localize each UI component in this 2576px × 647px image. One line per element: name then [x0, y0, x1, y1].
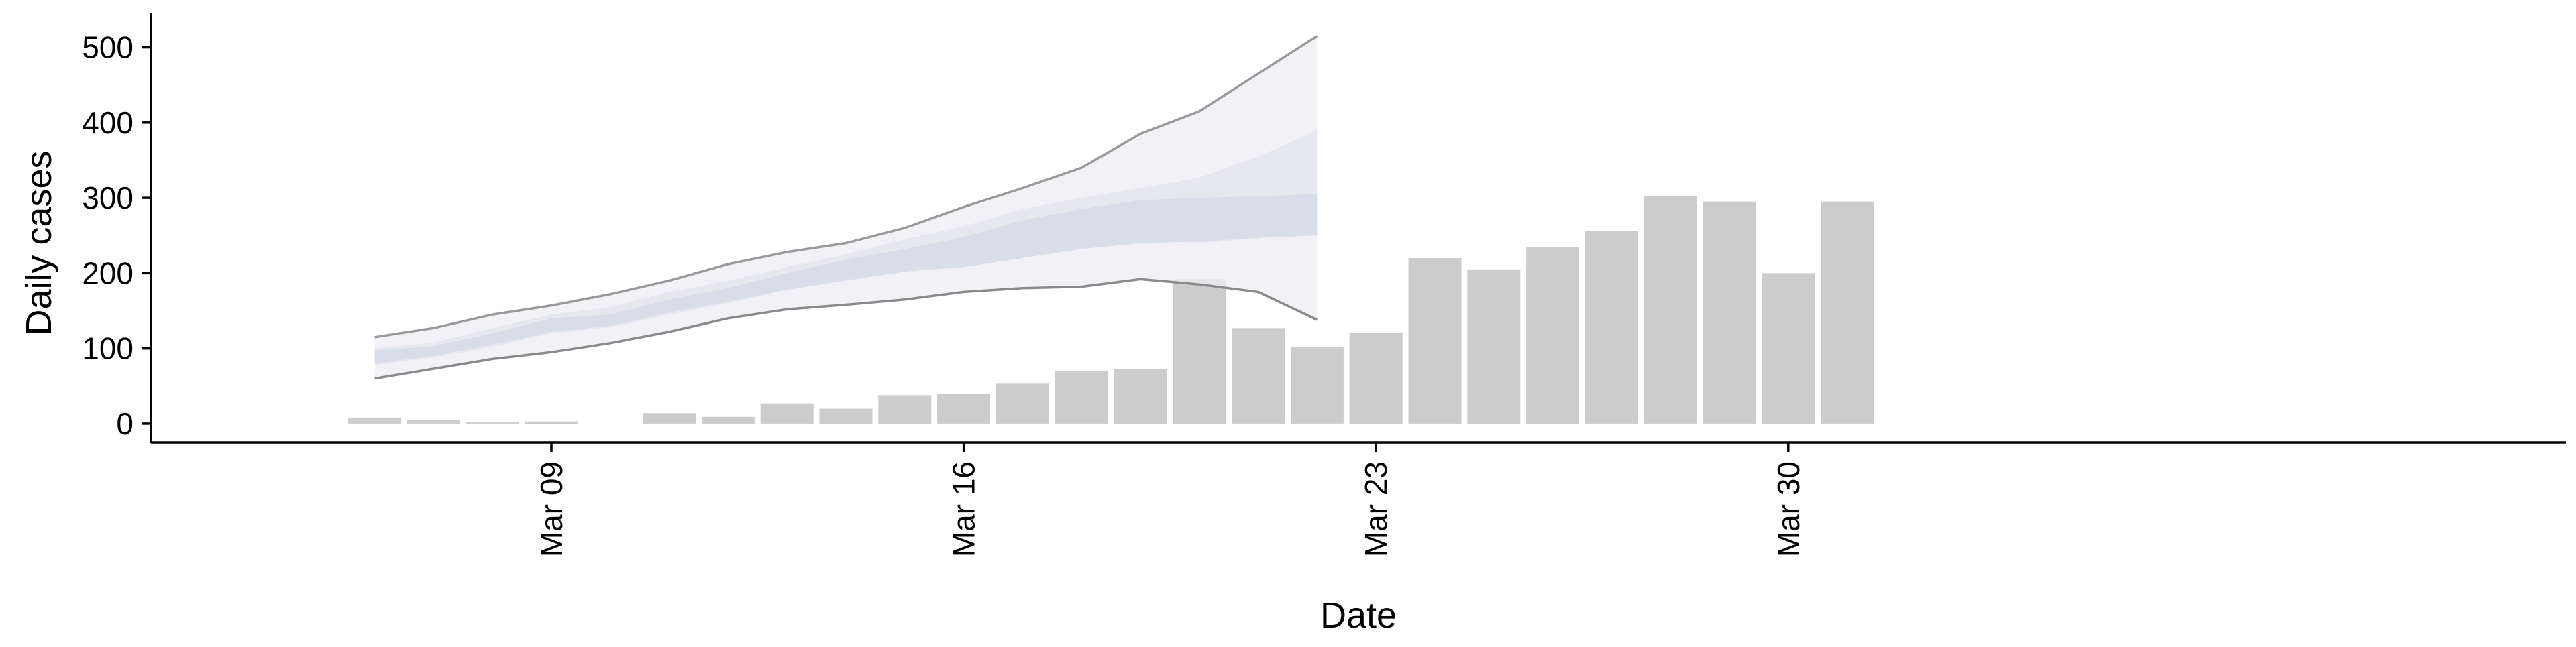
y-axis-title: Daily cases	[19, 150, 59, 335]
x-tick-label: Mar 16	[947, 461, 981, 557]
bar	[407, 420, 460, 424]
upper-bound-line	[374, 35, 1318, 339]
y-tick-label: 300	[82, 180, 133, 215]
bar	[878, 395, 932, 424]
bar	[1232, 328, 1285, 424]
bar	[996, 383, 1049, 424]
x-tick-label: Mar 23	[1358, 461, 1393, 557]
y-tick-label: 200	[82, 255, 133, 290]
bar	[1173, 279, 1226, 424]
bar	[1821, 201, 1874, 424]
y-tick-label: 100	[82, 331, 133, 366]
bar	[819, 408, 873, 424]
lower-bound-line	[374, 278, 1318, 380]
bar	[1526, 247, 1580, 424]
bar	[1114, 369, 1167, 424]
bar	[1762, 273, 1815, 424]
axes: 0 100 200 300 400 500 Mar 09 Mar 16 Mar 23 Mar 30…	[19, 13, 2566, 636]
bar	[1585, 231, 1638, 424]
x-axis-title: Date	[1320, 595, 1397, 636]
bar-series	[348, 196, 1874, 424]
bar	[643, 413, 696, 424]
x-tick-label: Mar 09	[534, 461, 569, 557]
bar	[760, 403, 814, 424]
bar	[1290, 347, 1344, 424]
bar	[701, 416, 755, 424]
x-tick-label: Mar 30	[1771, 461, 1806, 557]
y-tick-label: 400	[82, 105, 133, 140]
bar	[937, 394, 991, 424]
bar	[1408, 257, 1462, 424]
y-tick-label: 0	[116, 406, 133, 441]
bar	[1644, 196, 1697, 424]
y-tick-label: 500	[82, 30, 133, 65]
bar	[525, 421, 578, 424]
bar	[466, 422, 519, 424]
bar	[1467, 269, 1521, 424]
bar	[1349, 333, 1403, 424]
bar	[1055, 371, 1108, 424]
bar	[1703, 201, 1756, 424]
projection-ribbons	[374, 35, 1318, 380]
bar	[348, 417, 402, 424]
inner-band	[374, 194, 1318, 364]
